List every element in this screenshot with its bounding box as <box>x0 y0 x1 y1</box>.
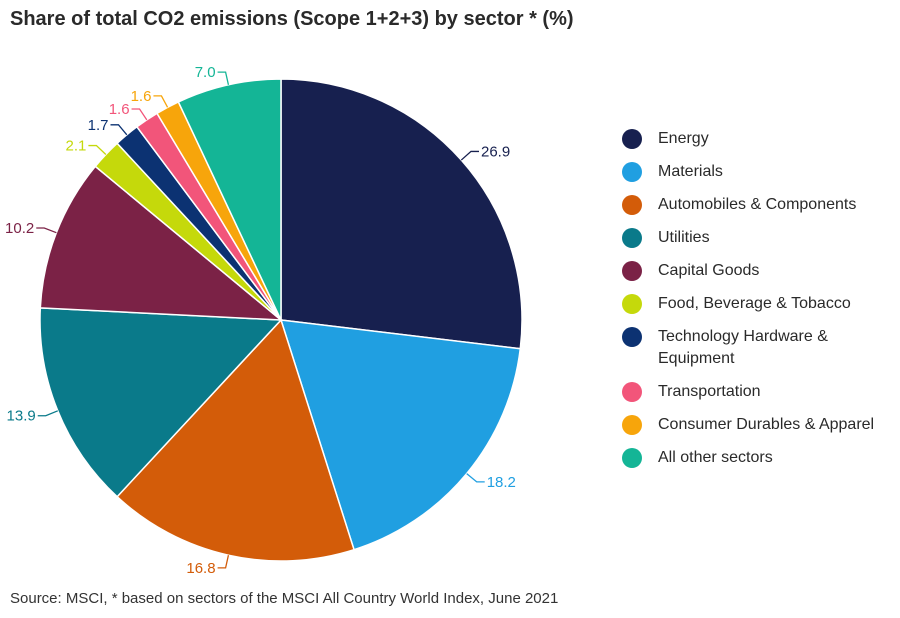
legend-item-2: Automobiles & Components <box>622 194 892 216</box>
legend-item-8: Consumer Durables & Apparel <box>622 414 892 436</box>
data-label-9: 7.0 <box>195 64 216 81</box>
pie-slice-0 <box>280 78 523 350</box>
legend-label: Capital Goods <box>658 262 760 279</box>
leader-line-5 <box>88 144 107 155</box>
legend-label: Technology Hardware & Equipment <box>658 328 828 367</box>
legend-swatch <box>622 228 642 248</box>
legend-swatch <box>622 327 642 347</box>
legend-label: Transportation <box>658 383 761 400</box>
legend-swatch <box>622 294 642 314</box>
legend-label: Consumer Durables & Apparel <box>658 416 875 433</box>
data-label-2: 16.8 <box>186 560 215 577</box>
legend-label: Food, Beverage & Tobacco <box>658 295 851 312</box>
legend-item-5: Food, Beverage & Tobacco <box>622 293 892 315</box>
legend-label: Automobiles & Components <box>658 196 857 213</box>
legend-item-1: Materials <box>622 161 892 183</box>
leader-line-7 <box>131 108 148 121</box>
leader-line-2 <box>217 555 230 569</box>
leader-line-9 <box>217 71 230 85</box>
legend-swatch <box>622 195 642 215</box>
legend-swatch <box>622 415 642 435</box>
data-label-5: 2.1 <box>66 138 87 155</box>
leader-line-1 <box>466 473 485 483</box>
legend-label: Energy <box>658 130 709 147</box>
legend-item-6: Technology Hardware & Equipment <box>622 326 892 370</box>
data-label-0: 26.9 <box>481 143 510 160</box>
legend-item-3: Utilities <box>622 227 892 249</box>
legend-label: Utilities <box>658 229 710 246</box>
data-label-3: 13.9 <box>7 408 36 425</box>
pie-slice-9 <box>177 78 282 321</box>
legend-swatch <box>622 448 642 468</box>
data-label-6: 1.7 <box>88 117 109 134</box>
data-label-1: 18.2 <box>487 474 516 491</box>
data-label-8: 1.6 <box>131 88 152 105</box>
leader-line-6 <box>110 124 128 136</box>
data-label-4: 10.2 <box>5 220 34 237</box>
legend: Energy Materials Automobiles & Components U… <box>622 128 892 480</box>
legend-swatch <box>622 162 642 182</box>
legend-label: Materials <box>658 163 723 180</box>
chart-title: Share of total CO2 emissions (Scope 1+2+… <box>10 8 574 30</box>
leader-line-4 <box>36 227 57 234</box>
source-note: Source: MSCI, * based on sectors of the … <box>10 590 559 607</box>
legend-item-7: Transportation <box>622 381 892 403</box>
legend-swatch <box>622 129 642 149</box>
leader-line-3 <box>37 410 59 417</box>
pie-slice-3 <box>39 307 283 498</box>
legend-swatch <box>622 382 642 402</box>
legend-item-9: All other sectors <box>622 447 892 469</box>
legend-label: All other sectors <box>658 449 773 466</box>
legend-swatch <box>622 261 642 281</box>
leader-line-8 <box>153 95 169 108</box>
legend-item-4: Capital Goods <box>622 260 892 282</box>
leader-line-0 <box>460 150 479 161</box>
pie-slice-4 <box>39 165 284 321</box>
data-label-7: 1.6 <box>109 101 130 118</box>
legend-item-0: Energy <box>622 128 892 150</box>
